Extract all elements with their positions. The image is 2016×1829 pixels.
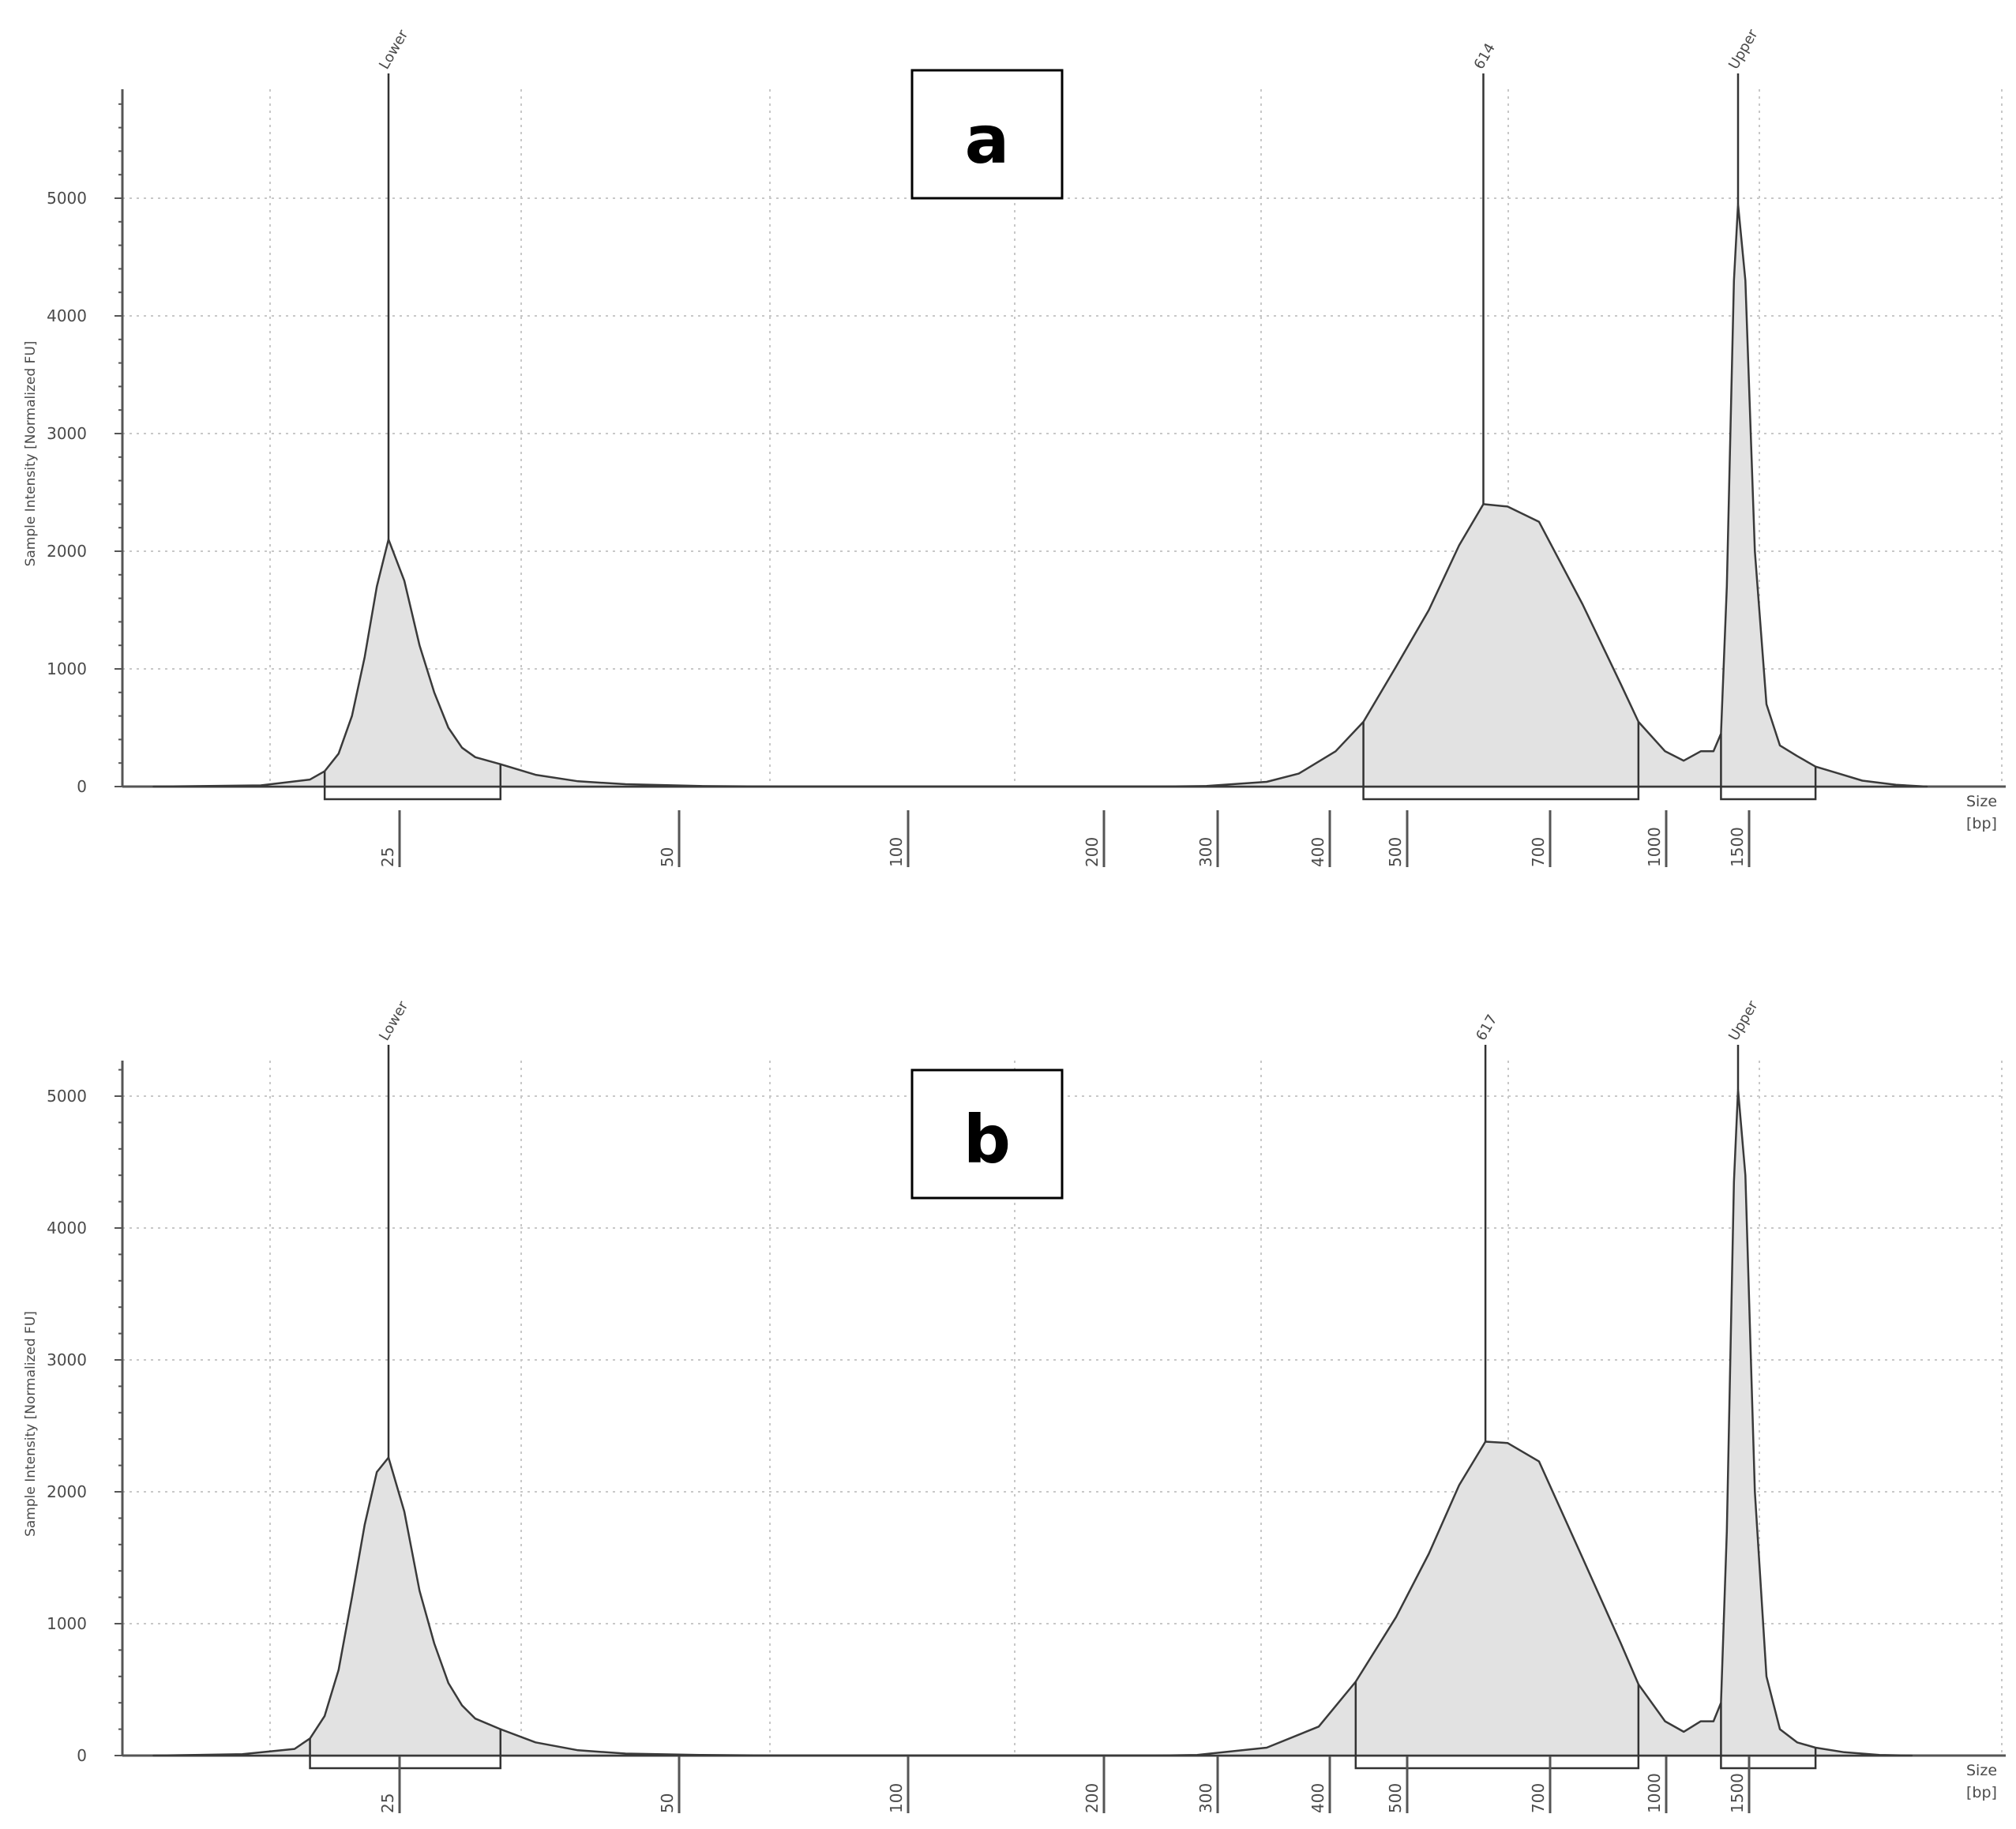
panel-label: b: [963, 1101, 1011, 1178]
peak-region-bracket: [1354, 1681, 1640, 1770]
peak-region-bracket: [1720, 733, 1817, 801]
x-tick-label: 300: [1196, 1783, 1215, 1813]
peak-label: Upper: [1725, 997, 1762, 1043]
peak-label: Upper: [1725, 26, 1762, 72]
x-tick-label: 300: [1196, 837, 1215, 867]
x-axis-unit-label: Size: [1966, 793, 1997, 810]
electropherogram-trace: [152, 1088, 1913, 1757]
x-tick-label: 700: [1529, 837, 1548, 867]
electropherogram-trace: [152, 203, 1928, 788]
x-tick-label: 700: [1529, 1783, 1548, 1813]
x-tick-label: 100: [887, 1783, 906, 1813]
x-tick-label: 200: [1083, 1783, 1102, 1813]
peak-region-bracket: [309, 1729, 502, 1770]
peak-label: Lower: [376, 27, 411, 73]
y-tick-label: 3000: [47, 1350, 87, 1369]
y-tick-label: 4000: [47, 1219, 87, 1237]
x-tick-label: 200: [1083, 837, 1102, 867]
x-tick-label: 1000: [1645, 1773, 1664, 1813]
panel-label-box: [910, 1068, 1064, 1200]
x-tick-label: 25: [378, 1793, 397, 1813]
x-tick-label: 25: [378, 847, 397, 867]
peak-region-bracket: [1362, 722, 1640, 801]
y-axis-title: Sample Intensity [Normalized FU]: [23, 1311, 39, 1537]
x-tick-label: 1000: [1645, 827, 1664, 867]
y-tick-label: 1000: [47, 659, 87, 678]
y-axis-title: Sample Intensity [Normalized FU]: [23, 341, 39, 567]
panel-label: a: [965, 101, 1010, 178]
x-tick-label: 500: [1386, 837, 1405, 867]
x-tick-label: 50: [658, 847, 677, 867]
electropherogram-chart-a: 0 1000 2000 3000 4000 5000 Sample Intensity [N…: [23, 26, 2006, 867]
x-axis-unit-label: [bp]: [1966, 815, 1997, 832]
x-axis-unit-label: Size: [1966, 1762, 1997, 1779]
y-tick-label: 1000: [47, 1614, 87, 1633]
y-tick-label: 0: [77, 777, 87, 796]
x-tick-label: 1500: [1728, 827, 1747, 867]
electropherogram-panel-a: 0 1000 2000 3000 4000 5000 Sample Intensity [N…: [0, 0, 2016, 900]
y-tick-label: 5000: [47, 189, 87, 208]
peak-region-bracket: [323, 764, 502, 801]
y-tick-label: 2000: [47, 1482, 87, 1501]
electropherogram-chart-b: 0 1000 2000 3000 4000 5000 Sample Intensity [N…: [23, 997, 2006, 1813]
y-tick-label: 4000: [47, 306, 87, 325]
x-tick-label: 500: [1386, 1783, 1405, 1813]
peak-label: 617: [1473, 1012, 1500, 1043]
y-tick-label: 3000: [47, 424, 87, 443]
x-axis-unit-label: [bp]: [1966, 1784, 1997, 1801]
x-tick-label: 400: [1308, 1783, 1327, 1813]
y-tick-label: 2000: [47, 542, 87, 561]
y-tick-label: 5000: [47, 1087, 87, 1106]
peak-label: Lower: [376, 998, 411, 1044]
peak-label: 614: [1471, 40, 1499, 72]
panel-label-box: [910, 69, 1064, 200]
electropherogram-panel-b: 0 1000 2000 3000 4000 5000 Sample Intensity [N…: [0, 956, 2016, 1829]
x-tick-label: 50: [658, 1793, 677, 1813]
peak-region-bracket: [1720, 1703, 1817, 1770]
y-tick-label: 0: [77, 1746, 87, 1765]
x-tick-label: 400: [1308, 837, 1327, 867]
x-tick-label: 1500: [1728, 1773, 1747, 1813]
x-tick-label: 100: [887, 837, 906, 867]
